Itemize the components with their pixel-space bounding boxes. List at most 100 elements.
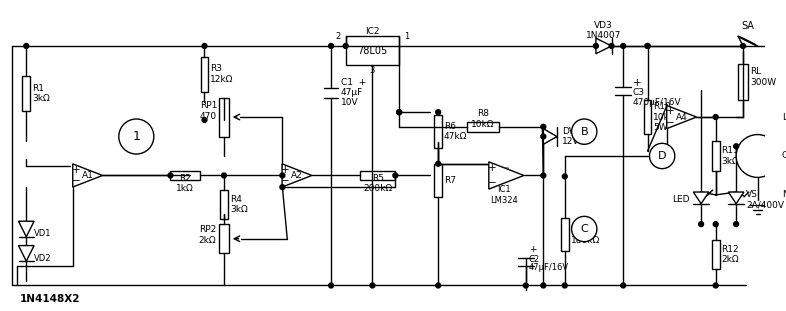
Bar xyxy=(712,240,720,269)
Bar xyxy=(346,36,399,65)
Text: 3: 3 xyxy=(369,66,375,75)
Text: R6
47kΩ: R6 47kΩ xyxy=(444,122,468,141)
Circle shape xyxy=(649,143,675,169)
Text: R8
10kΩ: R8 10kΩ xyxy=(472,109,494,129)
Text: C3: C3 xyxy=(633,88,645,97)
Circle shape xyxy=(736,135,779,177)
Bar xyxy=(435,115,442,148)
Circle shape xyxy=(541,283,545,288)
Bar xyxy=(219,98,229,137)
Text: 10V: 10V xyxy=(341,98,358,107)
Circle shape xyxy=(329,44,333,49)
Text: 1N4148X2: 1N4148X2 xyxy=(20,294,80,304)
Circle shape xyxy=(541,134,545,139)
Text: 1: 1 xyxy=(404,32,410,41)
Circle shape xyxy=(370,283,375,288)
Circle shape xyxy=(280,173,285,178)
Text: 1: 1 xyxy=(132,130,140,143)
Circle shape xyxy=(713,222,718,227)
Polygon shape xyxy=(282,164,312,187)
Text: RP2
2kΩ: RP2 2kΩ xyxy=(199,225,216,244)
Bar xyxy=(561,218,568,251)
Text: R9
180kΩ: R9 180kΩ xyxy=(571,225,600,244)
Circle shape xyxy=(621,283,626,288)
Text: VD3
1N4007: VD3 1N4007 xyxy=(586,21,622,40)
Circle shape xyxy=(740,44,745,49)
Text: +: + xyxy=(633,78,641,88)
Text: IC2: IC2 xyxy=(365,27,380,36)
Text: R1
3kΩ: R1 3kΩ xyxy=(32,84,50,103)
Polygon shape xyxy=(693,192,709,204)
Text: L: L xyxy=(782,113,786,122)
Bar xyxy=(360,171,395,180)
Circle shape xyxy=(435,283,441,288)
Text: SA: SA xyxy=(741,21,755,31)
Text: LED: LED xyxy=(672,195,689,204)
Text: −: − xyxy=(72,176,80,186)
Circle shape xyxy=(645,44,650,49)
Circle shape xyxy=(562,283,567,288)
Circle shape xyxy=(733,144,739,149)
Text: +: + xyxy=(281,165,290,175)
Text: −: − xyxy=(281,176,290,186)
Polygon shape xyxy=(543,129,557,144)
Text: VD1: VD1 xyxy=(34,230,52,239)
Text: G: G xyxy=(782,151,786,160)
Bar xyxy=(220,190,228,219)
Bar xyxy=(644,100,652,134)
Circle shape xyxy=(571,216,597,242)
Circle shape xyxy=(119,119,154,154)
Circle shape xyxy=(523,283,528,288)
Text: RL
300W: RL 300W xyxy=(750,67,776,87)
Text: −: − xyxy=(666,118,674,128)
Text: R5
200kΩ: R5 200kΩ xyxy=(363,174,392,193)
Text: R4
3kΩ: R4 3kΩ xyxy=(230,195,248,214)
Circle shape xyxy=(699,222,703,227)
Polygon shape xyxy=(489,162,524,189)
Text: A3: A3 xyxy=(498,167,510,176)
Circle shape xyxy=(24,44,29,49)
Text: N: N xyxy=(782,190,786,199)
Circle shape xyxy=(202,44,207,49)
Text: C1  +: C1 + xyxy=(341,78,366,87)
Text: 78L05: 78L05 xyxy=(358,46,387,56)
Bar xyxy=(22,76,30,111)
Polygon shape xyxy=(729,192,744,204)
Text: R3
12kΩ: R3 12kΩ xyxy=(211,64,233,84)
Polygon shape xyxy=(19,221,34,237)
Polygon shape xyxy=(73,164,102,187)
Text: A1: A1 xyxy=(82,171,94,180)
Circle shape xyxy=(562,174,567,179)
Circle shape xyxy=(202,118,207,123)
Circle shape xyxy=(168,173,173,178)
Text: 47μF/16V: 47μF/16V xyxy=(529,263,569,272)
Text: C2: C2 xyxy=(529,255,540,264)
Text: 2A/400V: 2A/400V xyxy=(746,200,784,209)
Circle shape xyxy=(609,44,614,49)
Circle shape xyxy=(393,173,398,178)
Text: +: + xyxy=(666,106,674,116)
Text: VS: VS xyxy=(746,190,758,199)
Text: R7: R7 xyxy=(444,176,456,185)
Bar xyxy=(171,171,200,180)
Circle shape xyxy=(541,173,545,178)
Circle shape xyxy=(571,119,597,144)
Polygon shape xyxy=(596,38,612,54)
Text: 12V: 12V xyxy=(562,137,579,146)
Circle shape xyxy=(222,173,226,178)
Circle shape xyxy=(593,44,598,49)
Bar xyxy=(435,164,442,197)
Text: R12
2kΩ: R12 2kΩ xyxy=(722,245,739,264)
Bar xyxy=(200,57,208,92)
Text: +: + xyxy=(529,245,536,254)
Bar xyxy=(219,224,229,253)
Text: 47μF: 47μF xyxy=(341,88,363,97)
Bar xyxy=(712,142,720,171)
Text: DW: DW xyxy=(562,127,578,136)
Text: A4: A4 xyxy=(676,113,688,122)
Circle shape xyxy=(397,110,402,114)
Text: R2
1kΩ: R2 1kΩ xyxy=(176,174,194,193)
Circle shape xyxy=(397,110,402,114)
Circle shape xyxy=(733,222,739,227)
Circle shape xyxy=(435,161,441,166)
